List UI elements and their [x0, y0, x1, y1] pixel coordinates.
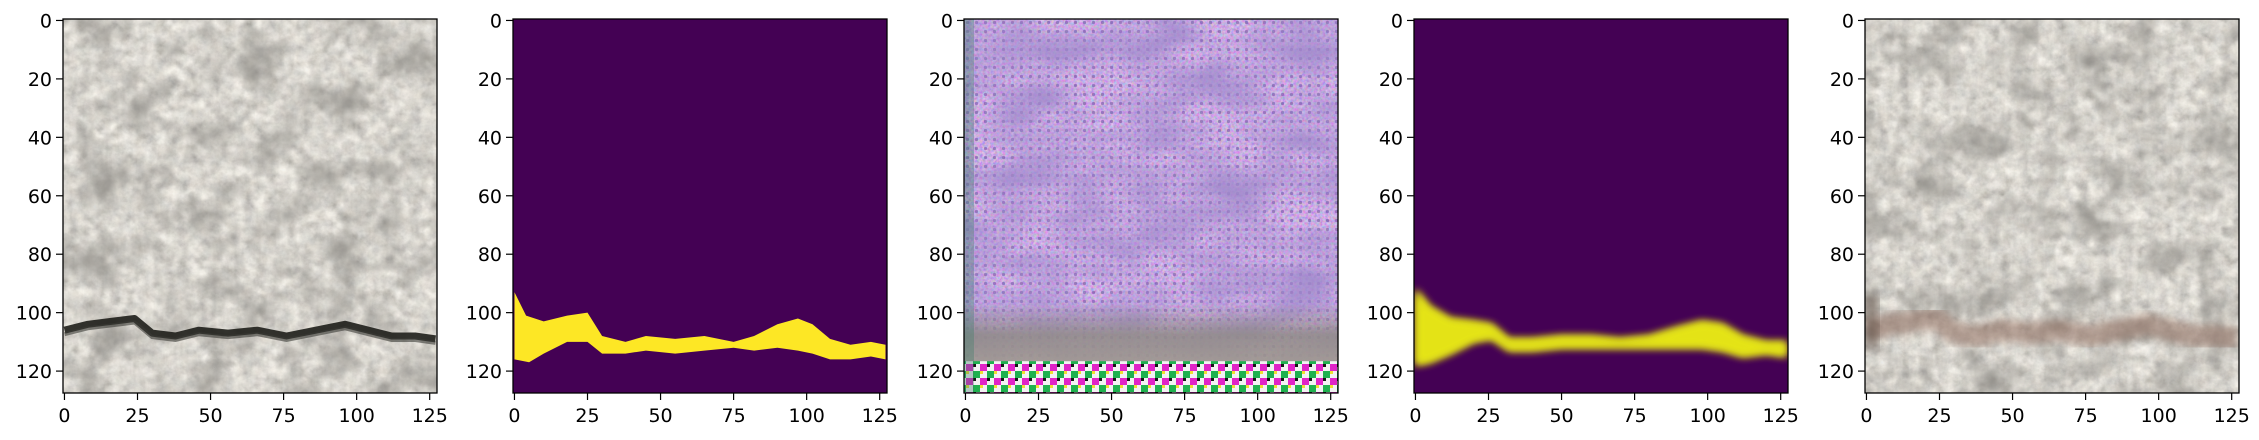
x-tick-label: 125 [412, 405, 448, 427]
x-tick-label: 0 [1860, 405, 1872, 427]
y-tick-label: 20 [28, 69, 52, 91]
y-tick-label: 100 [1818, 303, 1854, 325]
blended-crack-band [1865, 307, 2239, 350]
y-tick-label: 100 [917, 303, 953, 325]
panel-4-frame [1413, 18, 1789, 394]
x-tick-label: 50 [1099, 405, 1123, 427]
y-tick-label: 60 [1379, 186, 1403, 208]
x-tick-label: 25 [1026, 405, 1050, 427]
y-tick-label: 40 [929, 127, 953, 149]
y-tick-label: 0 [1391, 10, 1403, 32]
y-tick-label: 40 [1830, 127, 1854, 149]
y-tick-label: 40 [28, 127, 52, 149]
y-tick-label: 120 [917, 361, 953, 383]
x-tick-label: 75 [2074, 405, 2098, 427]
panel-1-frame [62, 18, 438, 394]
y-tick-label: 60 [28, 186, 52, 208]
y-tick-label: 100 [1367, 303, 1403, 325]
crack-region [514, 292, 886, 363]
x-tick-label: 75 [722, 405, 746, 427]
y-tick-label: 100 [16, 303, 52, 325]
y-tick-label: 20 [1379, 69, 1403, 91]
panel-4: 0 25 50 75 100 125 0 20 40 60 80 100 120 [1367, 10, 1799, 427]
panel-3-frame [963, 18, 1339, 394]
y-tick-label: 120 [1818, 361, 1854, 383]
y-tick-label: 120 [16, 361, 52, 383]
y-tick-label: 80 [1830, 244, 1854, 266]
panel-5-frame [1864, 18, 2240, 394]
x-tick-label: 50 [198, 405, 222, 427]
x-tick-label: 0 [508, 405, 520, 427]
checkerboard-artifacts [964, 361, 1338, 393]
panel-3: 0 25 50 75 100 125 0 20 40 60 80 100 120 [917, 10, 1349, 427]
y-tick-label: 0 [40, 10, 52, 32]
x-tick-label: 25 [125, 405, 149, 427]
y-tick-label: 80 [1379, 244, 1403, 266]
x-tick-label: 100 [339, 405, 375, 427]
x-tick-label: 75 [1623, 405, 1647, 427]
panel-3-image [964, 19, 1338, 393]
y-tick-label: 0 [1842, 10, 1854, 32]
x-tick-label: 0 [58, 405, 70, 427]
y-tick-label: 0 [490, 10, 502, 32]
panel-4-image [1414, 19, 1788, 393]
x-tick-label: 0 [959, 405, 971, 427]
crack-core [1415, 289, 1787, 366]
y-tick-label: 100 [466, 303, 502, 325]
y-tick-label: 20 [929, 69, 953, 91]
panel-5: 0 25 50 75 100 125 0 20 40 60 80 100 120 [1818, 10, 2250, 427]
y-tick-label: 0 [941, 10, 953, 32]
x-tick-label: 125 [862, 405, 898, 427]
x-tick-label: 50 [648, 405, 672, 427]
x-tick-label: 25 [1476, 405, 1500, 427]
x-tick-label: 0 [1409, 405, 1421, 427]
panel-2-image [513, 19, 887, 393]
x-tick-label: 125 [1763, 405, 1799, 427]
y-tick-label: 60 [1830, 186, 1854, 208]
y-tick-label: 40 [1379, 127, 1403, 149]
y-tick-label: 60 [478, 186, 502, 208]
x-tick-label: 100 [2141, 405, 2177, 427]
x-tick-label: 25 [1927, 405, 1951, 427]
x-tick-label: 125 [2214, 405, 2250, 427]
x-tick-label: 100 [789, 405, 825, 427]
y-tick-label: 80 [478, 244, 502, 266]
y-tick-label: 120 [1367, 361, 1403, 383]
x-tick-label: 25 [575, 405, 599, 427]
y-tick-label: 20 [1830, 69, 1854, 91]
y-tick-label: 40 [478, 127, 502, 149]
x-tick-label: 100 [1690, 405, 1726, 427]
panel-2-frame [512, 18, 888, 394]
y-tick-label: 80 [28, 244, 52, 266]
panel-1: 0 25 50 75 100 125 0 20 40 60 80 100 120 [16, 10, 448, 427]
x-tick-label: 75 [272, 405, 296, 427]
panel-5-image [1865, 19, 2239, 393]
x-tick-label: 125 [1313, 405, 1349, 427]
panel-2: 0 25 50 75 100 125 0 20 40 60 80 100 120 [466, 10, 898, 427]
x-tick-label: 50 [2000, 405, 2024, 427]
x-tick-label: 75 [1173, 405, 1197, 427]
x-tick-label: 100 [1240, 405, 1276, 427]
y-tick-label: 60 [929, 186, 953, 208]
x-tick-label: 50 [1549, 405, 1573, 427]
panel-1-image [63, 19, 437, 393]
y-tick-label: 20 [478, 69, 502, 91]
crack-line [63, 315, 436, 343]
y-tick-label: 80 [929, 244, 953, 266]
y-tick-label: 120 [466, 361, 502, 383]
